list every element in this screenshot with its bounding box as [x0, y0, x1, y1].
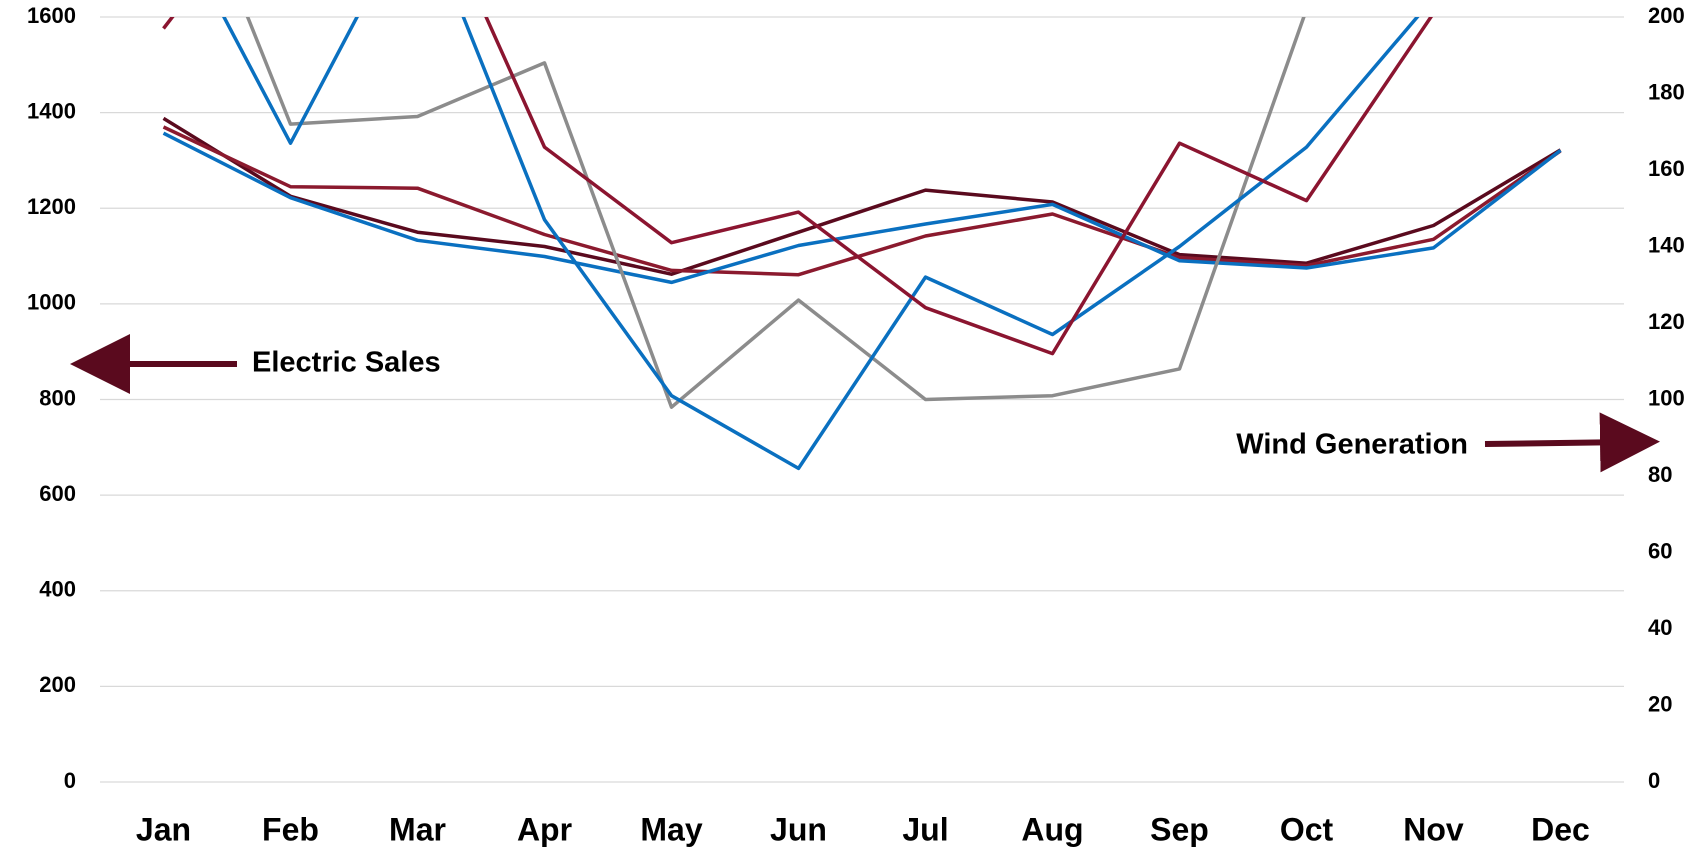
- line-series: [162, 116, 1562, 276]
- y-tick-label: 1600: [27, 3, 76, 28]
- y-tick-label: 1000: [27, 290, 76, 315]
- x-tick-label: Aug: [1021, 811, 1083, 847]
- x-tick-label: Jan: [136, 811, 191, 847]
- y2-tick-label: 0: [1648, 768, 1660, 793]
- y2-tick-label: 140: [1648, 232, 1685, 257]
- annotation: Wind Generation: [1236, 429, 1468, 461]
- x-tick-label: Dec: [1531, 811, 1590, 847]
- y2-tick-label: 120: [1648, 309, 1685, 334]
- y2-tick-label: 80: [1648, 462, 1672, 487]
- x-tick-label: Jun: [770, 811, 827, 847]
- line-series: [162, 125, 1562, 277]
- x-tick-label: May: [640, 811, 702, 847]
- annotation: Electric Sales: [252, 347, 441, 379]
- y-tick-label: 200: [39, 672, 76, 697]
- line-series: [162, 131, 1562, 285]
- y-tick-label: 600: [39, 481, 76, 506]
- line-series: [245, 17, 1306, 409]
- x-tick-label: Sep: [1150, 811, 1209, 847]
- y2-tick-label: 200: [1648, 3, 1685, 28]
- y2-tick-label: 60: [1648, 538, 1672, 563]
- x-tick-label: Jul: [902, 811, 948, 847]
- x-tick-label: Oct: [1280, 811, 1334, 847]
- y2-tick-label: 180: [1648, 79, 1685, 104]
- y-tick-label: 0: [64, 768, 76, 793]
- x-tick-label: Feb: [262, 811, 319, 847]
- y2-tick-label: 160: [1648, 156, 1685, 181]
- x-tick-label: Apr: [517, 811, 572, 847]
- y2-tick-label: 20: [1648, 691, 1672, 716]
- y-tick-label: 1400: [27, 98, 76, 123]
- x-tick-label: Mar: [389, 811, 446, 847]
- y-tick-label: 400: [39, 577, 76, 602]
- arrow: [1484, 412, 1660, 473]
- line-series: [221, 17, 1420, 471]
- x-tick-label: Nov: [1403, 811, 1464, 847]
- y2-tick-label: 40: [1648, 615, 1672, 640]
- line-series: [162, 17, 1434, 356]
- y-tick-label: 1200: [27, 194, 76, 219]
- y-tick-label: 800: [39, 385, 76, 410]
- y2-tick-label: 100: [1648, 385, 1685, 410]
